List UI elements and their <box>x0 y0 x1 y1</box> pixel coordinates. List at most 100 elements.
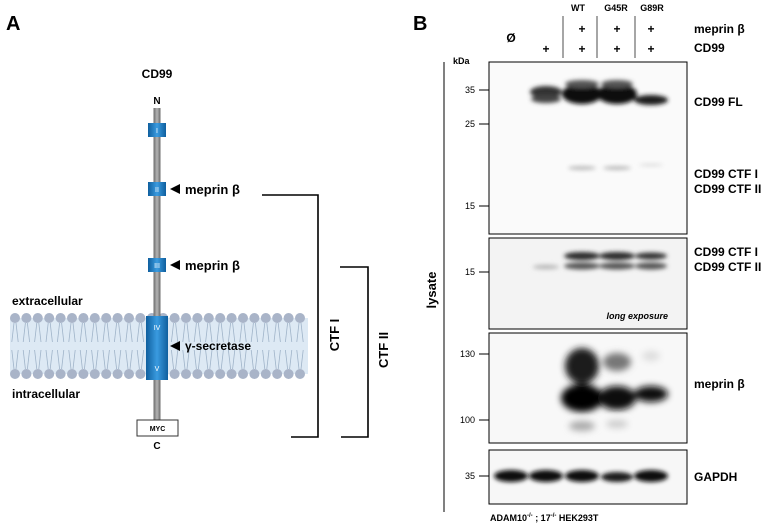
blot-gapdh: 35 GAPDH <box>465 449 737 505</box>
lipid-tail <box>34 322 38 343</box>
lipid-head <box>89 369 100 379</box>
lipid-head <box>32 313 43 323</box>
lipid-tail <box>285 322 288 343</box>
lipid-tail <box>243 349 247 370</box>
lipid-tail <box>95 322 99 343</box>
lipid-tail <box>79 349 83 370</box>
protein-title: CD99 <box>142 67 173 81</box>
lipid-tail <box>141 349 144 370</box>
c-terminus-label: C <box>153 441 160 452</box>
lipid-head <box>260 369 271 379</box>
lipid-tail <box>57 349 60 370</box>
lipid-tail <box>239 349 243 370</box>
lipid-tail <box>38 349 42 370</box>
lipid-tail <box>285 349 288 370</box>
lipid-tail <box>171 322 174 343</box>
lipid-head <box>181 313 191 323</box>
lipid-tail <box>266 322 270 343</box>
myc-tag-box <box>136 419 179 437</box>
lipid-head <box>272 313 283 323</box>
meprin-cleavage-2: meprin β <box>185 258 240 273</box>
lipid-tail <box>220 349 224 370</box>
lipid-tail <box>250 349 254 370</box>
domain-2: II <box>148 182 166 196</box>
meprin-marks-row: + + + <box>578 22 654 36</box>
lipid-head <box>124 369 134 379</box>
lipid-tail <box>198 349 201 370</box>
lipid-tail <box>273 322 277 343</box>
lipid-tail <box>175 349 179 370</box>
lipid-tail <box>250 322 254 343</box>
lipid-tail <box>296 349 300 370</box>
cd99-fl-label: CD99 FL <box>694 95 743 109</box>
lipid-tail <box>102 349 106 370</box>
lipid-tail <box>277 322 281 343</box>
lipid-tail <box>27 349 30 370</box>
lipid-tail <box>262 349 266 370</box>
lipid-head <box>101 369 112 379</box>
arrowhead-2 <box>170 260 180 270</box>
lipid-tail <box>182 322 186 343</box>
lipid-tail <box>84 322 87 343</box>
lipid-tail <box>129 349 133 370</box>
lipid-tail <box>198 322 201 343</box>
lipid-tail <box>289 349 293 370</box>
meprin-cleavage-1: meprin β <box>185 182 240 197</box>
lipid-head <box>21 313 32 323</box>
meprin-row-label: meprin β <box>694 22 745 36</box>
lipid-head <box>67 369 77 379</box>
svg-text:I: I <box>156 128 158 135</box>
panel-b-letter: B <box>413 13 427 35</box>
lipid-tail <box>228 322 231 343</box>
meprin-band-label: meprin β <box>694 377 745 391</box>
lipid-tail <box>209 349 213 370</box>
lipid-tail <box>209 322 213 343</box>
lipid-tail <box>175 322 179 343</box>
lipid-tail <box>45 322 49 343</box>
lipid-head <box>44 369 55 379</box>
ctf2-label: CTF II <box>376 332 391 368</box>
lipid-head <box>283 313 294 323</box>
lipid-tail <box>45 349 49 370</box>
blot-cd99-fl: 35 25 15 CD99 FL CD99 CTF I CD99 CTF II <box>465 61 761 235</box>
lipid-tail <box>243 322 247 343</box>
blot-meprin: 130 100 meprin β <box>460 332 745 444</box>
ctf1-bracket <box>262 194 319 438</box>
variant-g89r: G89R <box>640 3 664 13</box>
lipid-tail <box>118 322 122 343</box>
lipid-tail <box>114 349 117 370</box>
lipid-head <box>124 313 134 323</box>
lipid-tail <box>91 349 95 370</box>
lipid-tail <box>262 322 266 343</box>
cd99-marks-row: + + + + <box>542 42 654 56</box>
lipid-head <box>169 313 180 323</box>
lipid-head <box>260 313 271 323</box>
blot1-bands <box>530 80 668 170</box>
lipid-tail <box>114 322 117 343</box>
blot-ctf-long-exposure: 15 long exposure CD99 CTF I CD99 CTF II <box>465 237 761 330</box>
lipid-tail <box>118 349 122 370</box>
lipid-head <box>226 313 237 323</box>
svg-text:II: II <box>155 187 159 194</box>
lipid-tail <box>186 349 190 370</box>
blot4-marker-35: 35 <box>465 471 475 481</box>
lipid-tail <box>296 322 300 343</box>
ctf1-label: CTF I <box>327 319 342 352</box>
lipid-tail <box>68 322 72 343</box>
lipid-head <box>10 369 20 379</box>
lipid-head <box>283 369 294 379</box>
lipid-tail <box>57 322 60 343</box>
lipid-head <box>295 369 305 379</box>
lipid-head <box>249 369 260 379</box>
lipid-tail <box>125 349 129 370</box>
lipid-tail <box>228 349 231 370</box>
lipid-tail <box>255 349 258 370</box>
blot2-marker-15: 15 <box>465 267 475 277</box>
cd99-row-label: CD99 <box>694 41 725 55</box>
blot1-marker-15: 15 <box>465 201 475 211</box>
lipid-head <box>295 313 305 323</box>
cd99-ctf2-label-blot1: CD99 CTF II <box>694 182 761 196</box>
svg-text:V: V <box>155 366 160 373</box>
transmembrane-domain: IV V <box>146 316 168 380</box>
cd99-mark-1: + <box>542 42 549 56</box>
